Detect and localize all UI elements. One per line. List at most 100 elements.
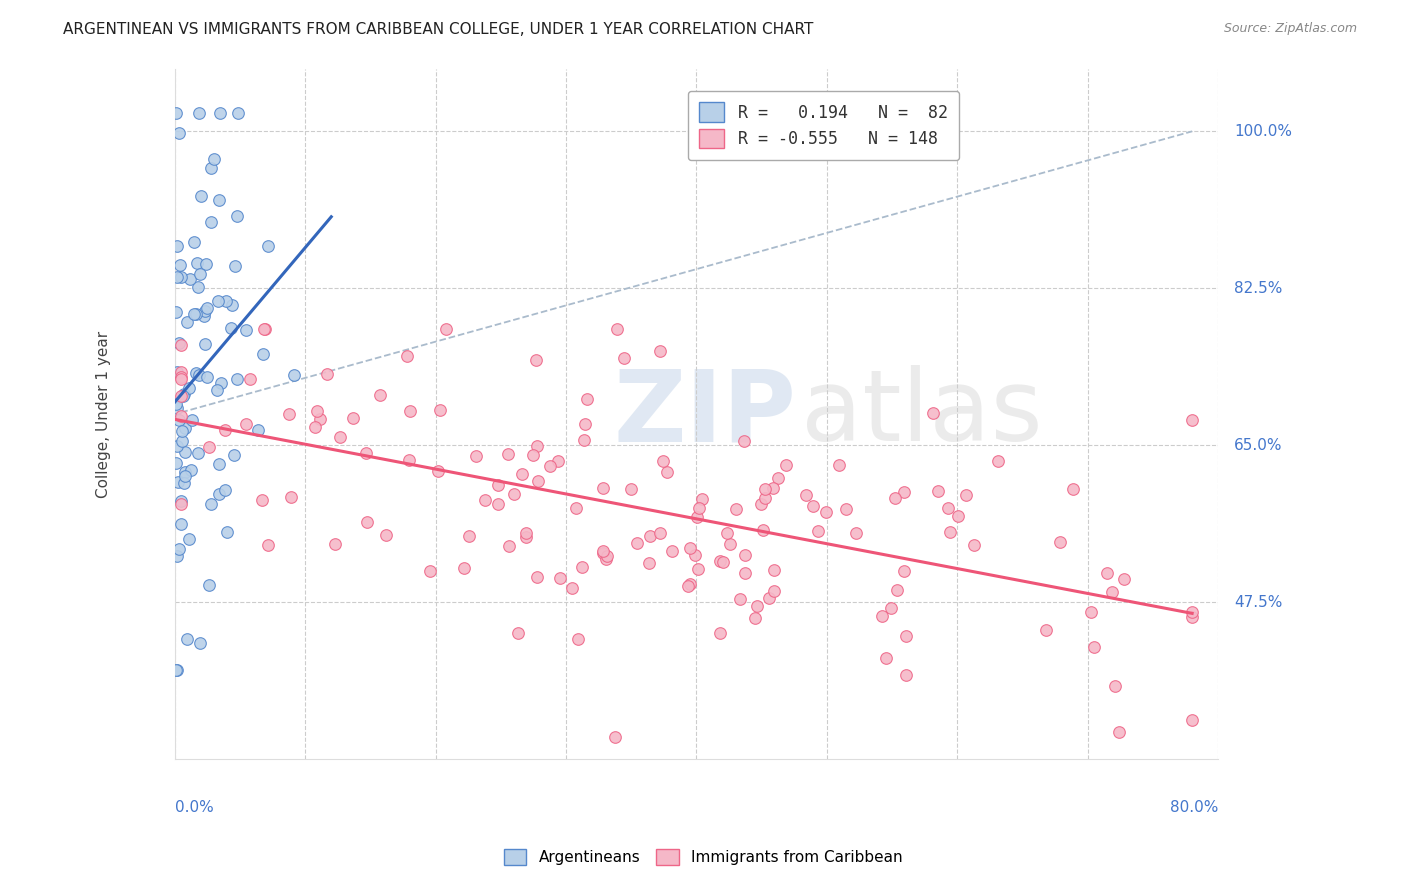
Point bbox=[688, 562, 710, 576]
Point bbox=[801, 499, 824, 513]
Point bbox=[429, 402, 451, 417]
Point bbox=[170, 409, 193, 424]
Point bbox=[524, 353, 547, 368]
Point bbox=[173, 386, 195, 401]
Point bbox=[794, 488, 817, 502]
Point bbox=[620, 482, 643, 496]
Point bbox=[188, 267, 211, 281]
Point bbox=[419, 564, 441, 578]
Point bbox=[195, 301, 218, 316]
Point bbox=[226, 106, 249, 120]
Point bbox=[256, 239, 278, 253]
Point bbox=[650, 344, 672, 359]
Point bbox=[170, 338, 193, 352]
Point bbox=[165, 663, 187, 677]
Point bbox=[1097, 566, 1119, 580]
Point bbox=[758, 591, 780, 605]
Point bbox=[605, 730, 627, 744]
Point bbox=[170, 516, 193, 531]
Point bbox=[496, 448, 519, 462]
Point bbox=[453, 560, 475, 574]
Point bbox=[187, 106, 209, 120]
Point bbox=[547, 453, 569, 467]
Point bbox=[522, 448, 544, 462]
Point bbox=[503, 487, 526, 501]
Point bbox=[948, 509, 970, 524]
Point bbox=[987, 454, 1010, 468]
Point bbox=[309, 411, 332, 425]
Point bbox=[896, 629, 918, 643]
Point bbox=[879, 601, 901, 615]
Point bbox=[170, 389, 193, 403]
Text: 80.0%: 80.0% bbox=[1170, 800, 1218, 814]
Point bbox=[893, 485, 915, 500]
Point bbox=[1083, 640, 1105, 654]
Point bbox=[250, 492, 273, 507]
Point bbox=[572, 434, 595, 448]
Point bbox=[650, 526, 672, 541]
Point bbox=[202, 153, 225, 167]
Point bbox=[247, 423, 270, 437]
Point bbox=[807, 524, 830, 538]
Point bbox=[676, 579, 699, 593]
Point bbox=[173, 421, 195, 435]
Point bbox=[709, 553, 731, 567]
Point bbox=[688, 501, 710, 516]
Point bbox=[184, 306, 207, 320]
Point bbox=[176, 632, 198, 647]
Point bbox=[427, 464, 450, 478]
Point bbox=[718, 537, 741, 551]
Point bbox=[638, 557, 661, 571]
Point bbox=[733, 434, 755, 448]
Point bbox=[1181, 605, 1204, 619]
Point bbox=[174, 469, 197, 483]
Point bbox=[167, 541, 190, 556]
Point bbox=[939, 524, 962, 539]
Point bbox=[170, 369, 193, 384]
Point bbox=[1181, 714, 1204, 728]
Point bbox=[1104, 680, 1126, 694]
Point bbox=[226, 372, 249, 386]
Point bbox=[766, 471, 789, 485]
Point bbox=[173, 445, 195, 459]
Point bbox=[356, 515, 378, 529]
Point bbox=[896, 667, 918, 681]
Point bbox=[278, 407, 301, 421]
Point bbox=[179, 381, 201, 395]
Point bbox=[1080, 605, 1102, 619]
Point bbox=[169, 258, 191, 272]
Point bbox=[548, 571, 571, 585]
Point bbox=[508, 625, 530, 640]
Point bbox=[194, 304, 217, 318]
Point bbox=[304, 419, 326, 434]
Point bbox=[183, 235, 205, 249]
Point bbox=[744, 611, 766, 625]
Point bbox=[254, 322, 277, 336]
Point bbox=[661, 544, 683, 558]
Point bbox=[252, 347, 274, 361]
Point bbox=[215, 524, 238, 539]
Point bbox=[498, 539, 520, 553]
Point bbox=[893, 564, 915, 578]
Point bbox=[235, 323, 257, 337]
Point bbox=[734, 566, 756, 580]
Point bbox=[173, 476, 195, 491]
Point bbox=[283, 368, 305, 382]
Point bbox=[561, 582, 583, 596]
Point bbox=[592, 481, 614, 495]
Point bbox=[638, 528, 661, 542]
Point bbox=[398, 404, 420, 418]
Point bbox=[938, 500, 960, 515]
Point bbox=[745, 599, 768, 613]
Point bbox=[165, 456, 187, 470]
Text: 82.5%: 82.5% bbox=[1234, 281, 1282, 296]
Point bbox=[655, 465, 678, 479]
Text: 100.0%: 100.0% bbox=[1234, 124, 1292, 139]
Point bbox=[872, 609, 894, 624]
Point bbox=[166, 401, 188, 416]
Point bbox=[486, 477, 509, 491]
Point bbox=[835, 502, 858, 516]
Point bbox=[170, 493, 193, 508]
Point bbox=[165, 106, 187, 120]
Point bbox=[172, 434, 194, 448]
